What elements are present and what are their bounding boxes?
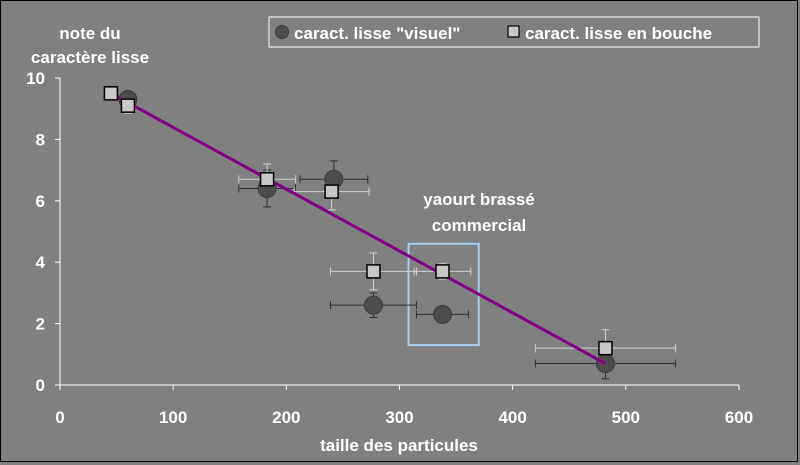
x-tick-label: 600 <box>725 408 753 427</box>
annotation-label: yaourt brassé <box>423 190 535 209</box>
mouth-point <box>435 264 450 279</box>
annotation-box <box>407 242 480 347</box>
legend-label-mouth: caract. lisse en bouche <box>525 24 712 43</box>
visual-point <box>363 295 383 315</box>
y-axis-label: caractère lisse <box>31 48 149 67</box>
y-tick-label: 6 <box>36 192 45 211</box>
x-tick-label: 500 <box>612 408 640 427</box>
mouth-point <box>103 86 119 101</box>
annotation-label: commercial <box>432 216 527 235</box>
y-tick-label: 8 <box>36 130 45 149</box>
mouth-point <box>366 264 381 279</box>
x-tick-label: 200 <box>272 408 300 427</box>
y-tick-label: 0 <box>36 376 45 395</box>
y-axis-label: note du <box>59 24 120 43</box>
mouth-point <box>598 340 613 356</box>
mouth-point <box>120 98 136 113</box>
x-axis-label: taille des particules <box>320 436 478 455</box>
x-tick-label: 400 <box>498 408 526 427</box>
visual-point <box>433 304 453 324</box>
trendline <box>110 92 607 365</box>
legend-square-marker <box>507 25 520 38</box>
mouth-point <box>259 172 275 187</box>
x-tick-label: 0 <box>55 408 64 427</box>
legend-label-visual: caract. lisse "visuel" <box>294 24 460 43</box>
y-tick-label: 10 <box>26 69 45 88</box>
legend-box <box>268 16 760 48</box>
y-tick-label: 2 <box>36 315 45 334</box>
legend-circle-marker <box>275 25 289 39</box>
y-tick-label: 4 <box>36 253 46 272</box>
x-tick-label: 100 <box>159 408 187 427</box>
mouth-point <box>324 184 339 199</box>
x-tick-label: 300 <box>385 408 413 427</box>
